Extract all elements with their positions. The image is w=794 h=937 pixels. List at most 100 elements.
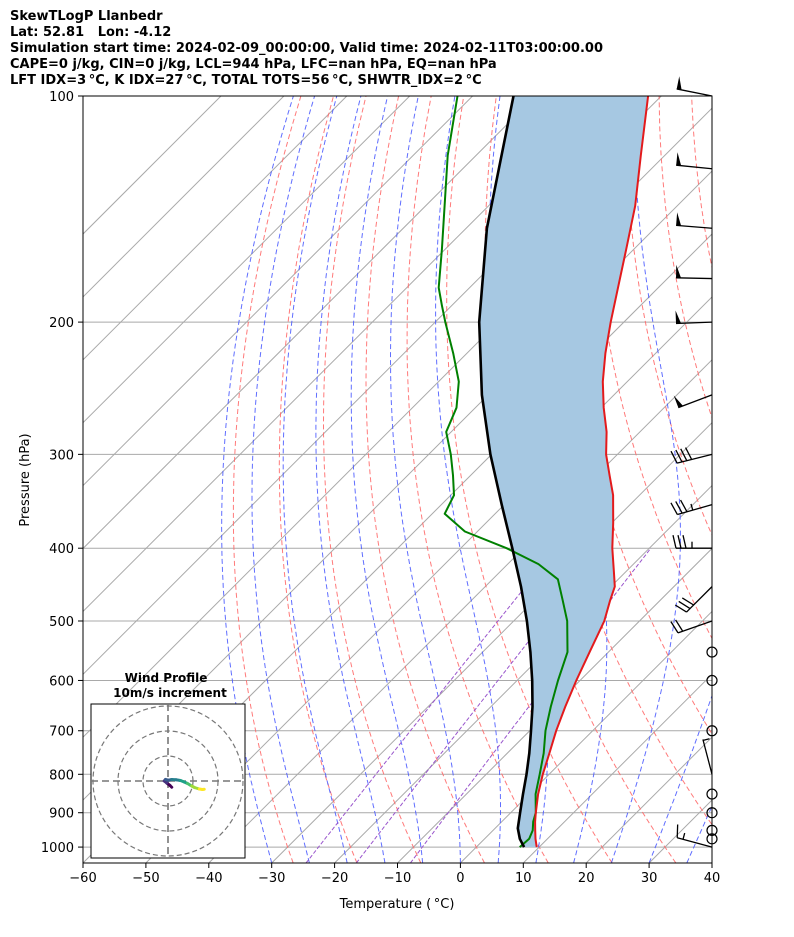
- wind-barb-flag: [676, 264, 682, 278]
- calm-wind-circle: [706, 833, 718, 845]
- y-tick-label: 800: [49, 768, 74, 783]
- x-axis-label: Temperature ( °C): [339, 897, 455, 912]
- cin-shaded-area: [479, 96, 649, 848]
- wind-barb: [673, 394, 713, 409]
- mixing-ratio-line: [305, 547, 557, 863]
- chart-title: SkewTLogP Llanbedr: [10, 9, 163, 24]
- cape-fill-layer: [479, 96, 649, 848]
- location-subtitle: Lat: 52.81 Lon: -4.12: [10, 25, 172, 40]
- isotherm-line: [83, 96, 285, 298]
- dry-adiabat-line: [691, 96, 712, 271]
- wind-barb-feather: [675, 619, 684, 632]
- x-tick-label: −30: [258, 871, 285, 886]
- wind-barb: [675, 264, 713, 280]
- profile-layer: [437, 96, 650, 848]
- x-tick-label: −50: [132, 871, 159, 886]
- x-tick-label: −40: [195, 871, 222, 886]
- temperature-line: [534, 96, 650, 848]
- dry-adiabat-line: [658, 96, 712, 420]
- wind-barb-shaft: [676, 224, 713, 229]
- x-tick-label: 0: [456, 871, 464, 886]
- dry-adiabat-line: [365, 96, 485, 863]
- wind-barb: [670, 447, 713, 464]
- wind-barb-feather: [682, 535, 687, 549]
- x-tick-label: −20: [321, 871, 348, 886]
- calm-wind-circle: [706, 788, 718, 800]
- inset-subtitle: 10m/s increment: [113, 686, 227, 700]
- moist-adiabat-line: [251, 96, 316, 863]
- wind-barb-flag: [676, 152, 682, 166]
- moist-adiabat-line: [315, 96, 386, 863]
- x-tick-label: 40: [704, 871, 721, 886]
- isotherm-line: [648, 799, 712, 863]
- isotherm-line: [83, 96, 536, 550]
- wind-barb: [675, 310, 713, 325]
- wind-barb-feather: [674, 604, 687, 613]
- wind-barbs-layer: [670, 76, 718, 848]
- dry-adiabat-line: [278, 96, 358, 863]
- wind-barb-shaft: [677, 504, 713, 516]
- dry-adiabat-line: [757, 96, 794, 863]
- wind-barb-flag: [673, 395, 684, 408]
- calm-wind-circle: [706, 824, 718, 836]
- y-tick-label: 600: [49, 674, 74, 689]
- wind-barb-shaft: [676, 88, 713, 97]
- wind-barb: [702, 738, 713, 775]
- wind-barb-shaft: [677, 620, 713, 634]
- wind-barb-flag: [676, 76, 682, 90]
- wind-barb-half-feather: [682, 832, 686, 840]
- dry-adiabat-line: [724, 96, 794, 863]
- inset-plot-area: [91, 704, 245, 858]
- x-tick-label: 20: [578, 871, 595, 886]
- wind-barb-feather: [672, 535, 677, 549]
- dry-adiabat-line: [625, 96, 712, 537]
- x-tick-label: −10: [384, 871, 411, 886]
- wind-barb-flag: [676, 212, 682, 226]
- isotherm-line: [522, 673, 712, 863]
- y-tick-label: 100: [49, 90, 74, 105]
- wind-barb-feather: [670, 450, 678, 464]
- wind-barb: [672, 535, 712, 549]
- moist-adiabat-line: [282, 96, 348, 863]
- wind-profile-inset: Wind Profile 10m/s increment: [90, 671, 246, 859]
- x-tick-label: 30: [641, 871, 658, 886]
- wind-barb-half-feather: [690, 503, 694, 511]
- moist-adiabat-line: [610, 96, 681, 863]
- isotherm-line: [83, 96, 348, 361]
- wind-barb: [674, 586, 713, 613]
- dry-adiabat-line: [789, 96, 794, 863]
- calm-wind-circle: [706, 725, 718, 737]
- wind-barb-feather: [681, 597, 694, 606]
- calm-wind-circle: [706, 807, 718, 819]
- isotherm-line: [711, 862, 712, 863]
- wind-barb-shaft: [702, 739, 713, 775]
- y-tick-label: 400: [49, 542, 74, 557]
- mixing-ratio-line: [355, 547, 603, 863]
- y-tick-label: 200: [49, 316, 74, 331]
- wind-barb-shaft: [676, 321, 713, 325]
- wind-barb-feather: [680, 448, 688, 461]
- isotherm-line: [775, 96, 794, 863]
- y-axis-label: Pressure (hPa): [18, 433, 33, 526]
- wind-barb-feather: [678, 600, 691, 610]
- wind-barb-shaft: [676, 453, 713, 464]
- isotherm-line: [83, 96, 473, 487]
- index-params-subtitle: LFT IDX=3 °C, K IDX=27 °C, TOTAL TOTS=56…: [10, 73, 482, 88]
- dry-adiabat-line: [406, 96, 549, 863]
- wind-barb: [670, 499, 713, 516]
- wind-barb-feather: [675, 449, 683, 463]
- isotherm-line: [334, 484, 712, 863]
- moist-adiabat-line: [648, 694, 712, 863]
- dry-adiabat-line: [591, 96, 712, 640]
- dry-adiabat-line: [446, 96, 613, 863]
- time-subtitle: Simulation start time: 2024-02-09_00:00:…: [10, 41, 603, 56]
- calm-wind-circle: [706, 646, 718, 658]
- wind-barb: [676, 824, 713, 848]
- wind-barb: [676, 152, 713, 170]
- moist-adiabat-line: [221, 96, 294, 863]
- wind-barb-half-feather: [703, 738, 710, 742]
- y-tick-label: 1000: [41, 841, 74, 856]
- isotherm-line: [460, 610, 712, 863]
- stability-params-subtitle: CAPE=0 j/kg, CIN=0 j/kg, LCL=944 hPa, LF…: [10, 57, 497, 72]
